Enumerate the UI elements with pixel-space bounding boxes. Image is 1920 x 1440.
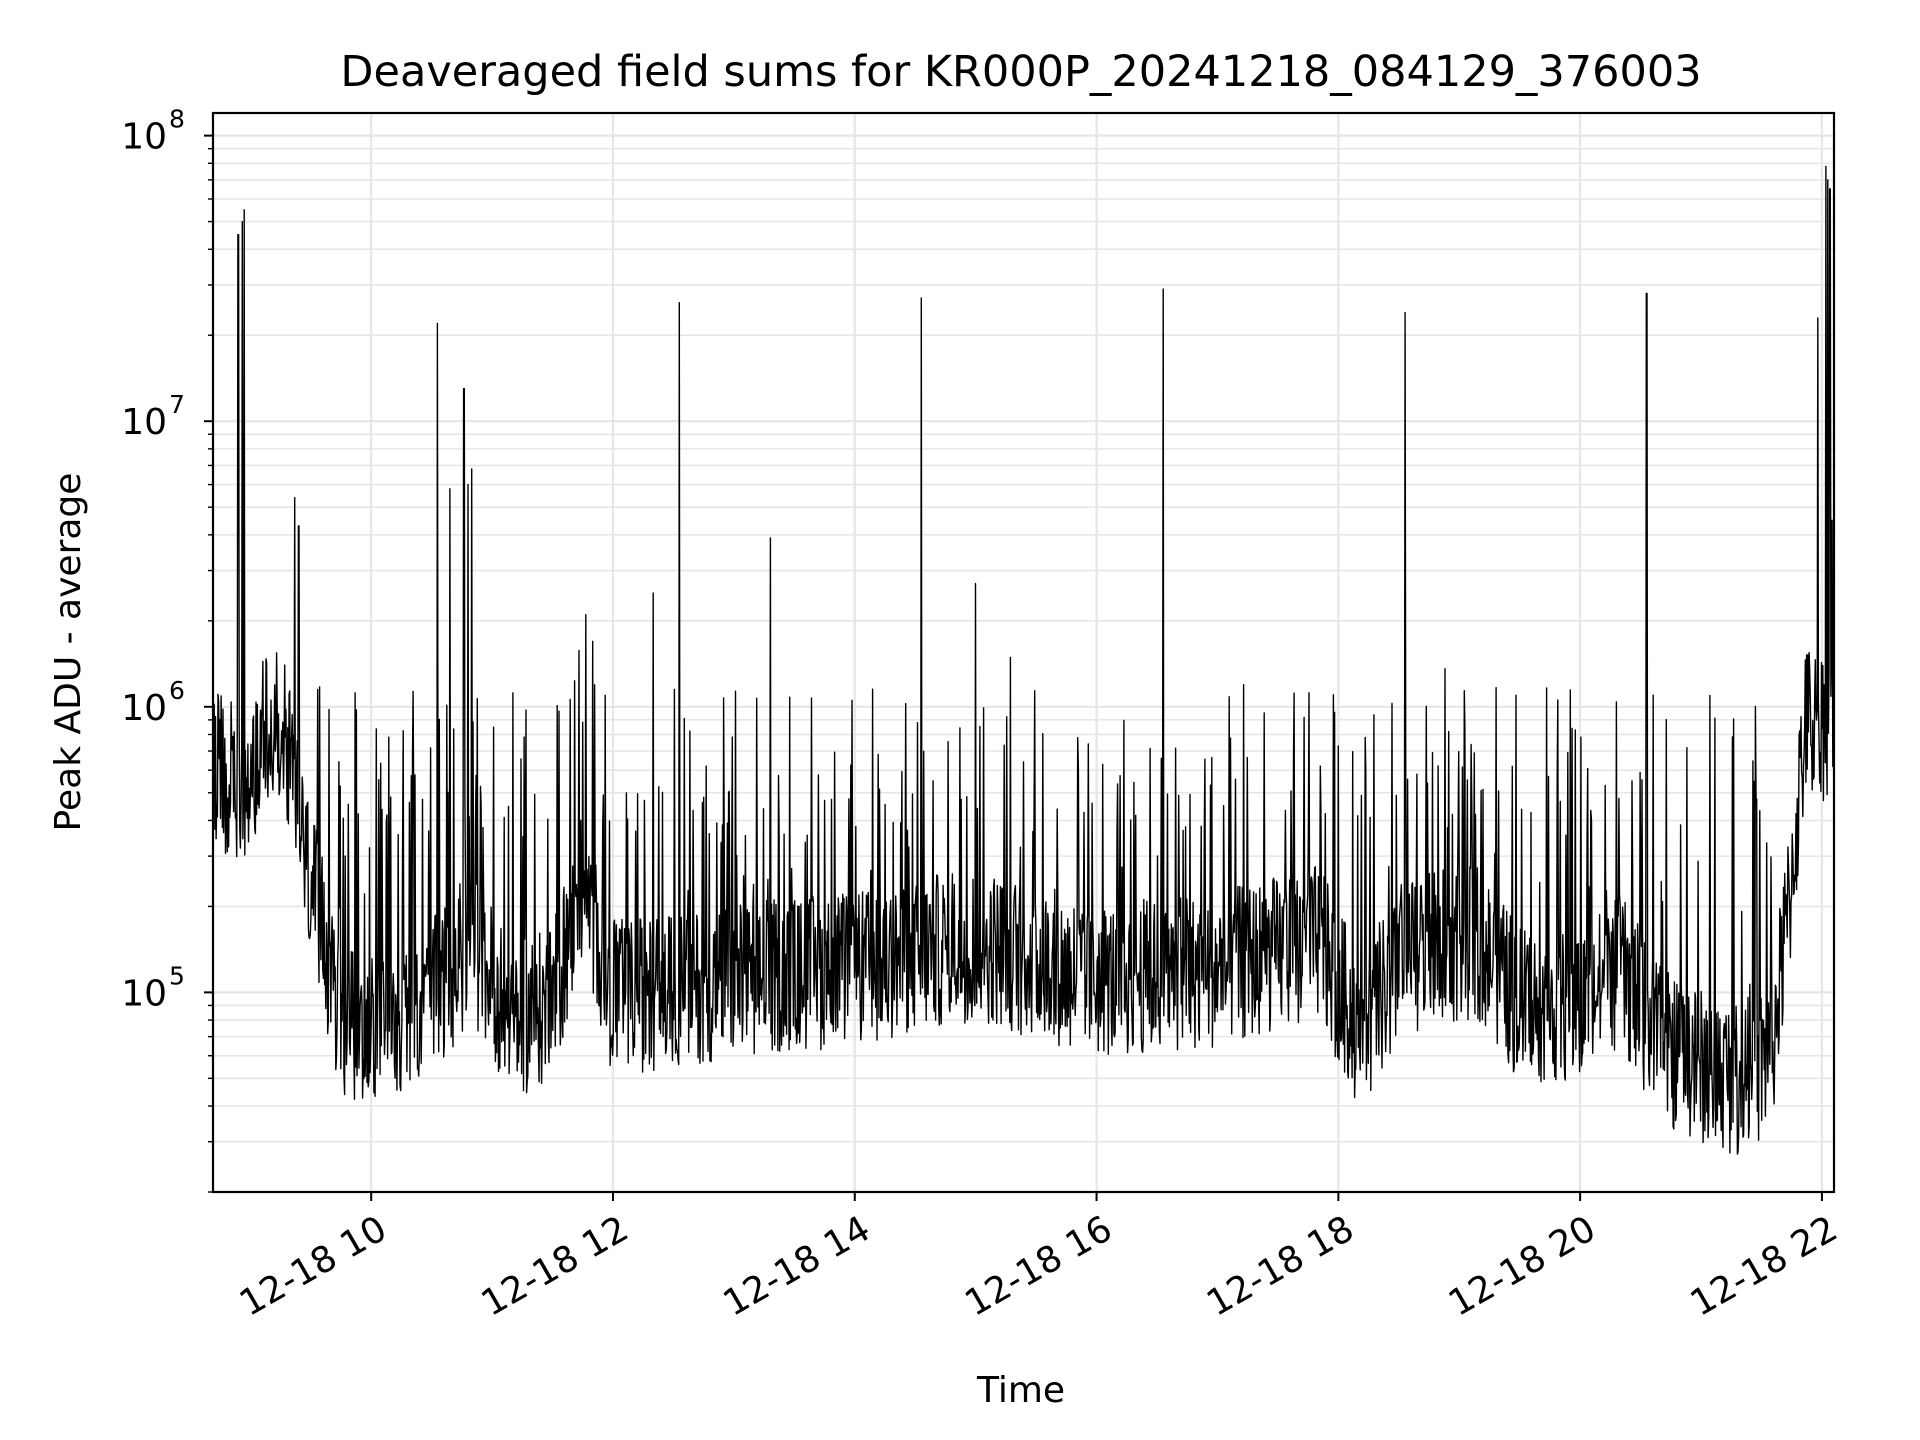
y-tick-label: 10 (121, 973, 167, 1014)
y-tick-exponent: 5 (169, 961, 185, 990)
y-tick-exponent: 7 (169, 390, 185, 419)
y-tick-exponent: 8 (169, 105, 185, 134)
plot-area (212, 165, 1835, 1155)
y-tick-label: 10 (121, 117, 167, 158)
y-axis-label: Peak ADU - average (48, 473, 89, 832)
plot-frame (211, 111, 1836, 1194)
y-tick-exponent: 6 (169, 676, 185, 705)
chart-title: Deaveraged field sums for KR000P_2024121… (340, 47, 1701, 97)
series-line (212, 165, 1835, 1155)
y-tick-label: 10 (121, 688, 167, 729)
y-tick-label: 10 (121, 402, 167, 443)
x-axis-label: Time (976, 1370, 1065, 1411)
